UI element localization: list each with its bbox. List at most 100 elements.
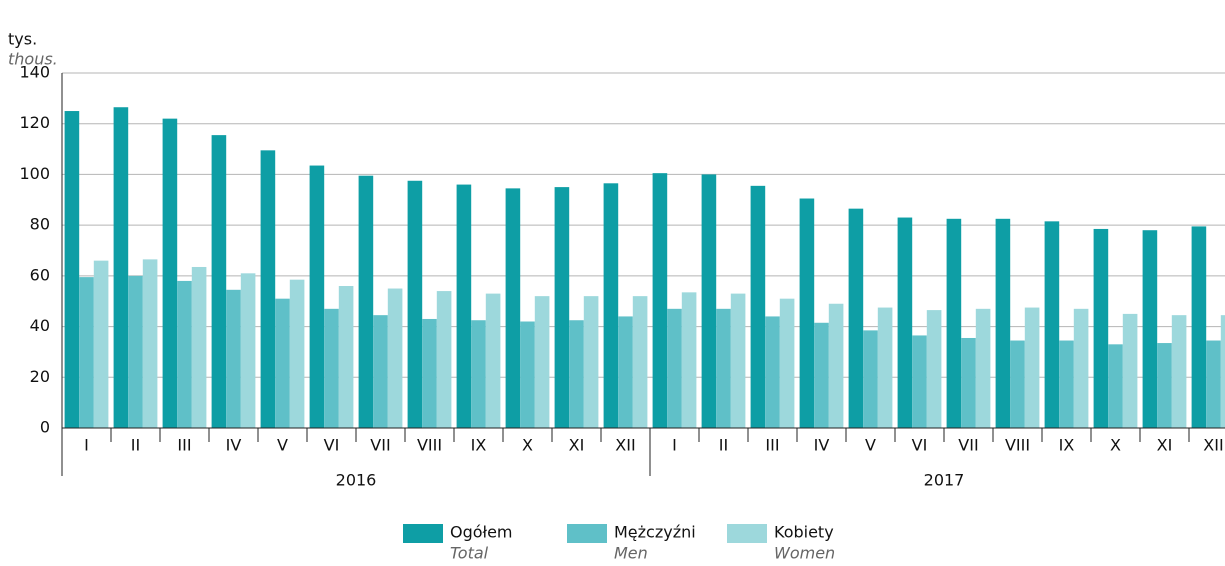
y-tick-label: 80	[30, 215, 50, 234]
bar	[1059, 340, 1074, 428]
bar	[191, 266, 207, 428]
y-tick-label: 100	[19, 164, 50, 183]
bar	[1157, 343, 1172, 428]
bar	[1024, 307, 1040, 428]
bar	[1206, 340, 1221, 428]
bar	[358, 175, 374, 428]
x-tick-label: VI	[912, 436, 928, 455]
x-tick-label: VIII	[417, 436, 442, 455]
bar	[877, 307, 893, 428]
bar	[1093, 228, 1109, 428]
bar	[79, 277, 94, 428]
legend-label: Mężczyźni	[614, 523, 696, 542]
bar	[162, 118, 178, 429]
bar	[632, 296, 648, 428]
bar	[618, 316, 633, 428]
bar	[113, 107, 129, 428]
x-tick-label: X	[522, 436, 533, 455]
bar	[289, 279, 305, 428]
bar	[1191, 226, 1207, 428]
x-tick-label: VII	[958, 436, 978, 455]
x-tick-label: II	[131, 436, 140, 455]
y-tick-label: 60	[30, 265, 50, 284]
x-tick-label: X	[1110, 436, 1121, 455]
bar	[142, 259, 158, 428]
x-tick-label: IV	[226, 436, 242, 455]
bar	[373, 315, 388, 428]
bar	[1220, 315, 1225, 428]
x-tick-label: III	[177, 436, 191, 455]
bar	[177, 280, 192, 428]
bar	[338, 286, 354, 428]
bar	[1044, 221, 1060, 428]
bar	[93, 260, 109, 428]
bar	[456, 184, 472, 428]
x-tick-label: XII	[615, 436, 635, 455]
x-tick-label: XI	[569, 436, 585, 455]
y-axis-label: tys.	[8, 30, 37, 49]
bar	[505, 188, 521, 428]
bar	[520, 321, 535, 428]
legend-label-en: Women	[774, 544, 835, 563]
bar	[912, 335, 927, 428]
year-label: 2017	[924, 471, 965, 490]
y-tick-label: 0	[40, 418, 50, 437]
legend-label: Ogółem	[450, 523, 513, 542]
bar	[897, 217, 913, 428]
bar	[1122, 313, 1138, 428]
bar	[240, 273, 256, 428]
bar	[275, 298, 290, 428]
x-tick-label: V	[277, 436, 288, 455]
y-tick-label: 40	[30, 316, 50, 335]
bar	[260, 150, 276, 428]
bar	[863, 330, 878, 428]
legend-label: Kobiety	[774, 523, 834, 542]
x-tick-label: I	[672, 436, 677, 455]
x-tick-label: XI	[1157, 436, 1173, 455]
bar	[814, 322, 829, 428]
bar	[387, 288, 403, 428]
bar	[799, 198, 815, 428]
legend-label-en: Men	[614, 544, 648, 563]
bar	[652, 173, 668, 428]
bar	[534, 296, 550, 428]
bar	[961, 337, 976, 428]
x-tick-label: XII	[1203, 436, 1223, 455]
x-tick-label: VIII	[1005, 436, 1030, 455]
y-tick-label: 140	[19, 63, 50, 82]
x-tick-label: II	[719, 436, 728, 455]
bar	[995, 218, 1011, 428]
bar	[1010, 340, 1025, 428]
bar	[667, 308, 682, 428]
x-tick-label: IX	[471, 436, 487, 455]
bar	[603, 183, 619, 428]
bar	[1108, 344, 1123, 428]
bar	[701, 174, 717, 428]
bar	[211, 135, 227, 428]
bar	[1073, 308, 1089, 428]
bar	[128, 275, 143, 428]
bar	[569, 320, 584, 428]
bar	[1171, 315, 1187, 428]
bar	[946, 218, 962, 428]
bar	[554, 187, 570, 428]
year-label: 2016	[336, 471, 377, 490]
bar	[828, 303, 844, 428]
bar	[848, 208, 864, 428]
x-tick-label: VII	[370, 436, 390, 455]
legend-swatch	[567, 524, 607, 543]
legend-swatch	[403, 524, 443, 543]
y-tick-label: 20	[30, 367, 50, 386]
bar	[750, 185, 766, 428]
y-tick-label: 120	[19, 113, 50, 132]
x-tick-label: I	[84, 436, 89, 455]
bar	[226, 289, 241, 428]
bar	[765, 316, 780, 428]
x-tick-label: V	[865, 436, 876, 455]
bar	[779, 298, 795, 428]
x-tick-label: IX	[1059, 436, 1075, 455]
legend-swatch	[727, 524, 767, 543]
bar	[926, 310, 942, 428]
x-tick-label: IV	[814, 436, 830, 455]
